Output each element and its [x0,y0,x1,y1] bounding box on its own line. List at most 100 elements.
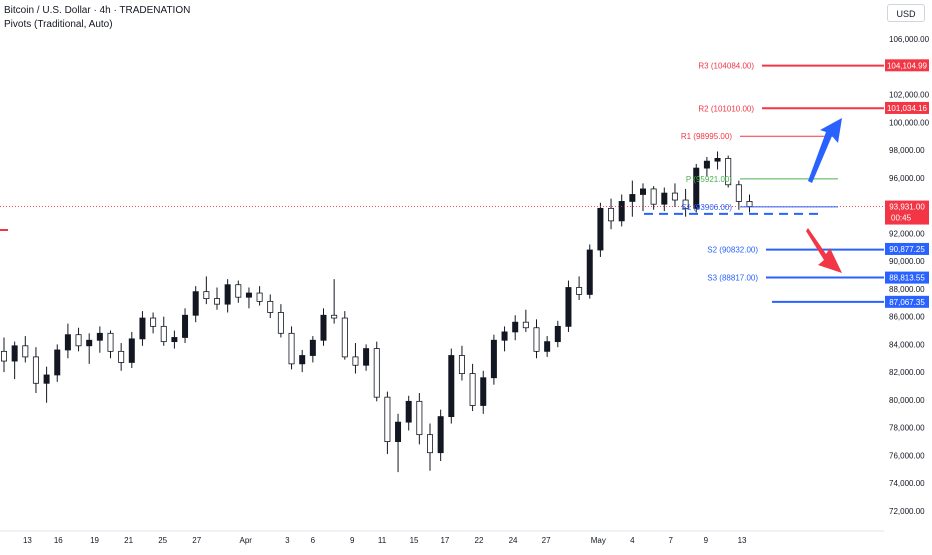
candle-body-up [640,188,647,195]
x-tick-label: 25 [158,536,167,545]
x-tick-label: 16 [54,536,63,545]
y-tick-label: 106,000.00 [889,35,930,44]
level-badge-bg [885,295,929,308]
candle-body-down [416,400,423,436]
candle-body-down [288,332,295,365]
candle [0,337,7,373]
level-badge-bg [885,242,929,255]
candle-body-up [565,287,572,327]
indicator-label[interactable]: Pivots (Traditional, Auto) [4,19,113,30]
x-tick-label: 3 [285,536,290,545]
current-price-label: 93,931.00 [889,203,925,212]
candle-body-down [277,312,284,334]
candle-body-down [671,192,678,201]
x-tick-label: 19 [90,536,99,545]
candle [725,155,732,188]
candle [671,183,678,207]
candle [416,393,423,445]
x-tick-label: 24 [509,536,518,545]
candle [554,320,561,348]
candle-body-up [512,321,519,333]
candle [576,276,583,300]
symbol-title[interactable]: Bitcoin / U.S. Dollar · 4h · TRADENATION [4,5,191,16]
pivot-label-r3: R3 (104084.00) [698,62,754,71]
x-tick-label: 6 [311,536,316,545]
candle [128,331,135,369]
x-tick-label: 4 [630,536,635,545]
candle [150,312,157,334]
level-badge-label: 90,877.25 [889,245,925,254]
x-tick-label: 27 [192,536,201,545]
candle-body-up [96,332,103,341]
candle-body-up [182,314,189,338]
level-badge-bg [885,101,929,114]
candle-body-up [405,400,412,423]
candle-body-up [64,334,71,351]
candle [618,194,625,227]
candle-body-up [86,339,93,347]
candle-body-up [224,284,231,305]
candle-body-down [469,373,476,406]
candle-body-down [384,396,391,442]
arrows-layer [806,118,842,273]
candle-body-down [458,355,465,374]
candle [203,276,210,305]
currency-button[interactable]: USD [887,4,925,22]
x-tick-label: 21 [124,536,133,545]
candle-body-up [171,337,178,343]
x-tick-label: 15 [410,536,419,545]
candle [320,308,327,346]
candle [118,343,125,371]
candle [640,183,647,212]
candle [256,286,263,306]
candle [277,304,284,338]
x-tick-label: 9 [704,536,709,545]
candle-body-down [107,332,114,352]
candle-body-up [629,194,636,202]
candle [43,366,50,403]
x-tick-label: 13 [23,536,32,545]
candle-body-up [703,160,710,169]
level-badge-label: 104,104.99 [887,61,928,70]
candle [426,423,433,471]
candle-body-down [746,201,753,207]
candle [735,180,742,210]
chart-header: Bitcoin / U.S. Dollar · 4h · TRADENATION… [4,4,190,32]
candle [75,327,82,352]
candle [373,341,380,402]
level-badge-label: 87,067.35 [889,298,925,307]
candle [437,409,444,462]
candle-body-up [618,201,625,222]
candle-body-down [256,292,263,302]
y-tick-label: 72,000.00 [889,507,925,516]
candle-body-up [714,157,721,162]
candle [384,391,391,455]
candle [213,287,220,310]
candle-body-down [118,350,125,363]
candle [171,330,178,349]
candle-body-up [661,192,668,205]
candle [86,333,93,364]
candle-body-down [522,321,529,329]
candle-body-down [75,334,82,347]
candle-body-up [544,341,551,352]
candle-body-down [213,298,220,305]
candle-body-down [267,300,274,313]
candle [597,202,604,257]
candle [480,370,487,414]
y-tick-label: 82,000.00 [889,368,925,377]
y-tick-label: 84,000.00 [889,340,925,349]
candle [746,194,753,213]
pivot-label-s1: S1 (93906.00) [681,203,732,212]
candle [469,363,476,412]
candle [267,294,274,319]
candle-body-up [395,421,402,442]
candle [629,180,636,217]
candle [363,344,370,371]
candle-body-up [11,345,18,362]
down-arrow-icon [806,228,842,273]
level-badge: 88,813.55 [885,271,929,284]
